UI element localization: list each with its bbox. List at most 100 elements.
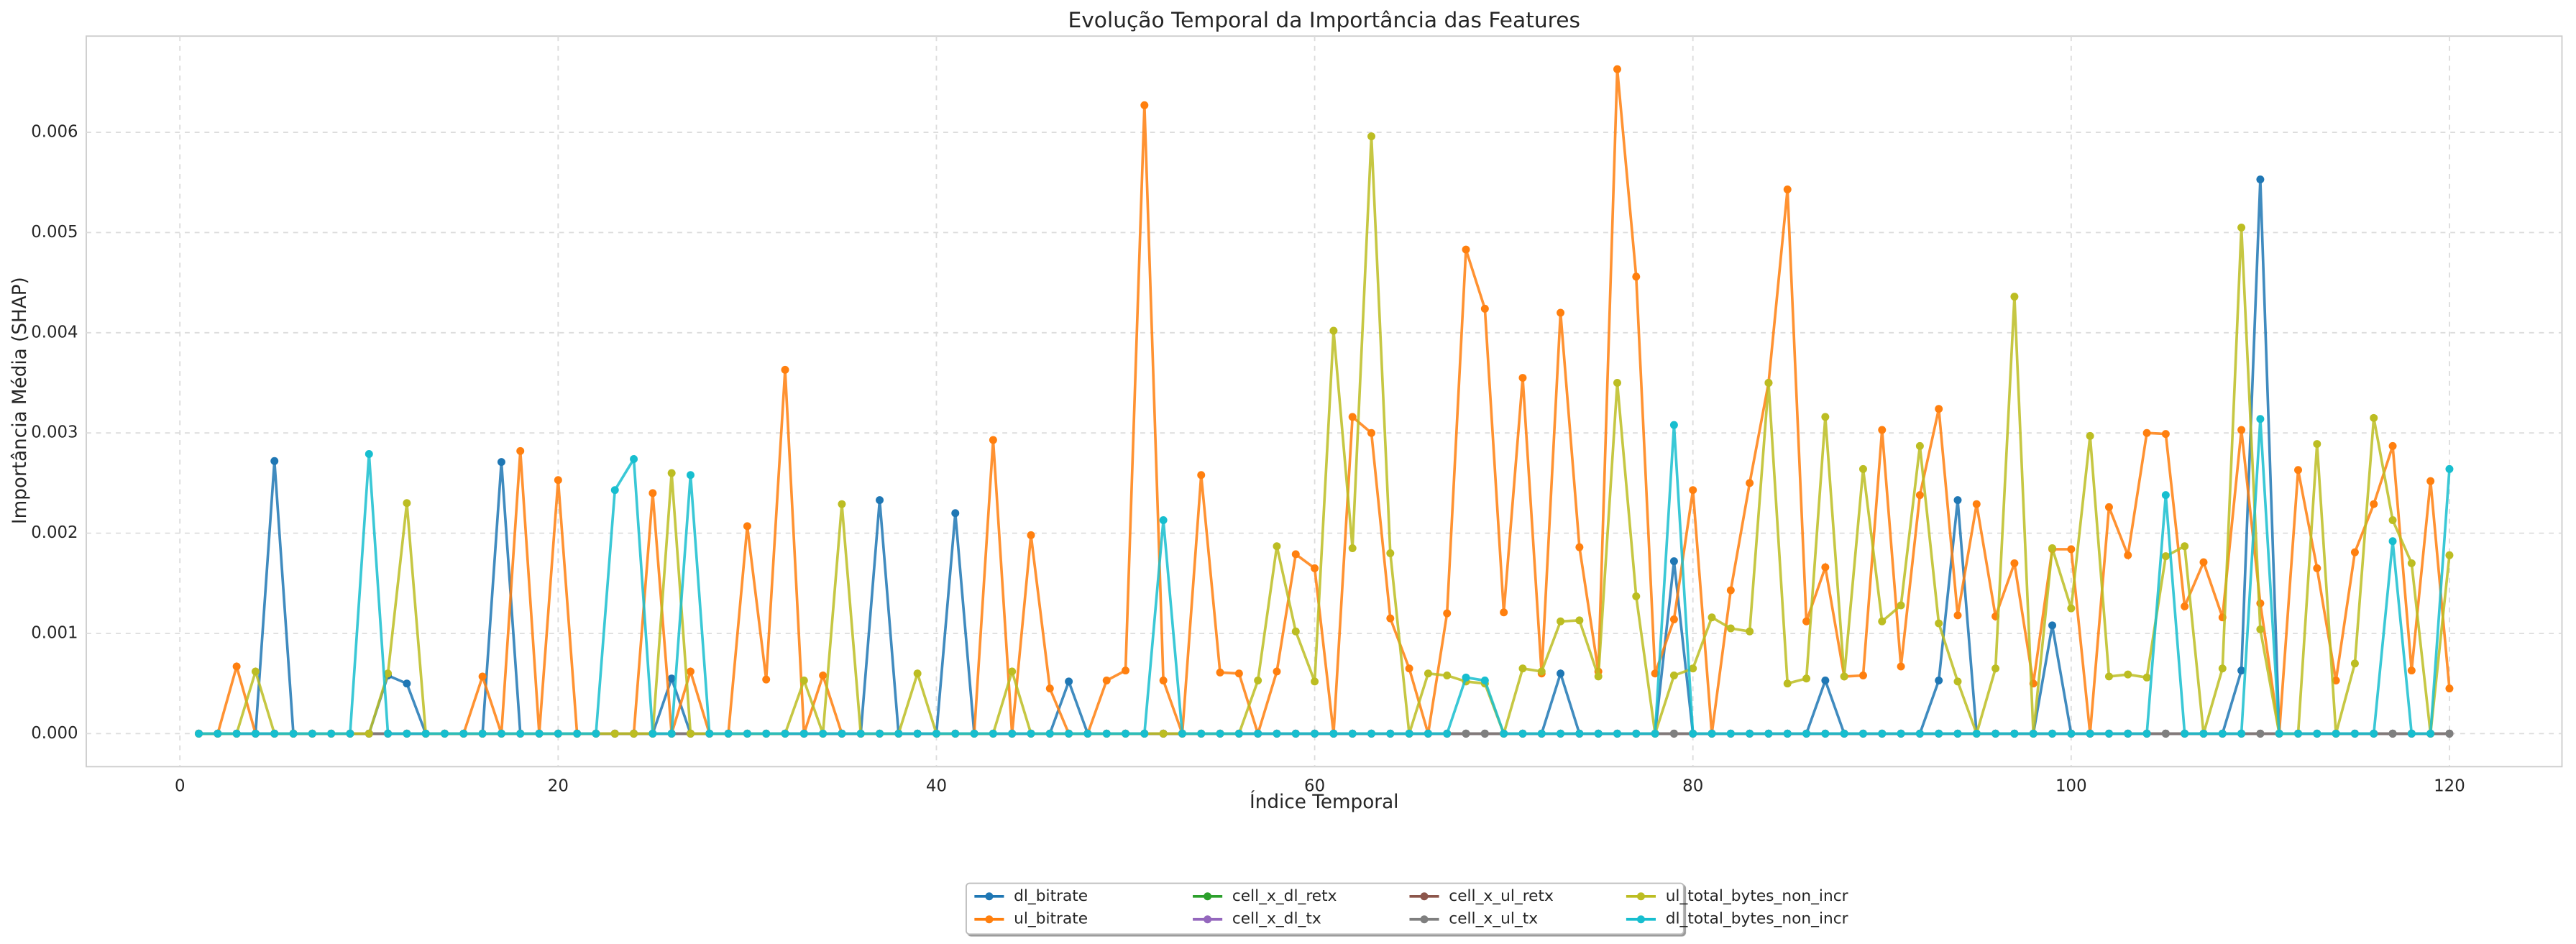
data-point (2161, 430, 2170, 439)
data-point (1651, 669, 1659, 678)
data-point (724, 729, 733, 738)
data-point (1348, 544, 1357, 552)
data-point (251, 667, 260, 676)
data-point (1291, 729, 1300, 738)
data-point (403, 499, 411, 508)
legend-marker (985, 915, 994, 924)
data-point (2445, 684, 2454, 693)
data-point (2029, 729, 2038, 738)
data-point (1480, 304, 1489, 313)
data-point (232, 729, 241, 738)
x-tick-label: 120 (2434, 776, 2465, 795)
data-point (799, 677, 808, 684)
data-point (2332, 729, 2340, 738)
data-point (1348, 413, 1357, 421)
data-point (554, 729, 562, 738)
data-point (2124, 670, 2132, 679)
data-point (478, 729, 487, 738)
legend-marker (1636, 915, 1645, 924)
data-point (1746, 729, 1754, 738)
data-point (989, 436, 997, 444)
data-point (1254, 677, 1262, 684)
data-point (1234, 669, 1243, 678)
data-point (2067, 604, 2076, 613)
data-point (686, 471, 695, 480)
data-point (2237, 729, 2246, 738)
data-point (1537, 667, 1546, 676)
x-tick-label: 100 (2055, 776, 2087, 795)
data-point (1424, 669, 1432, 678)
data-point (2370, 500, 2378, 508)
data-point (1802, 729, 1811, 738)
data-point (1083, 729, 1092, 738)
data-point (2237, 223, 2246, 232)
data-point (1462, 245, 1470, 254)
data-point (1613, 379, 1621, 388)
data-point (2294, 729, 2302, 738)
data-point (1234, 729, 1243, 738)
data-point (327, 729, 336, 738)
data-point (592, 729, 600, 738)
data-point (1669, 557, 1678, 566)
data-point (1613, 729, 1621, 738)
data-point (1443, 729, 1452, 738)
data-point (1480, 729, 1489, 738)
data-point (819, 672, 828, 680)
data-point (1329, 326, 1338, 335)
data-point (1878, 617, 1887, 625)
data-point (1821, 677, 1830, 684)
data-point (762, 675, 771, 684)
data-point (2124, 729, 2132, 738)
data-point (1254, 729, 1262, 738)
data-point (1783, 729, 1792, 738)
y-tick-label: 0.005 (31, 223, 78, 242)
x-tick-label: 60 (1304, 776, 1325, 795)
data-point (1953, 496, 1962, 505)
data-point (1273, 667, 1281, 676)
data-point (705, 729, 714, 738)
data-point (2407, 559, 2416, 567)
data-point (913, 669, 922, 678)
data-point (1178, 729, 1186, 738)
data-point (2142, 673, 2151, 682)
data-point (743, 522, 751, 531)
data-point (1708, 613, 1716, 622)
data-point (2048, 729, 2057, 738)
data-point (1689, 486, 1697, 495)
legend-marker (1204, 892, 1212, 901)
data-point (1557, 729, 1565, 738)
data-point (951, 729, 960, 738)
data-point (459, 729, 468, 738)
data-point (1935, 677, 1943, 684)
data-point (1518, 664, 1527, 673)
data-point (497, 458, 505, 467)
y-tick-label: 0.002 (31, 523, 78, 542)
legend (966, 882, 1685, 935)
data-point (1726, 729, 1735, 738)
data-point (2067, 729, 2076, 738)
data-point (667, 674, 676, 683)
data-point (1689, 664, 1697, 673)
data-point (346, 729, 354, 738)
data-point (1480, 677, 1489, 684)
data-point (1443, 609, 1452, 618)
data-point (1386, 614, 1395, 623)
data-point (1367, 729, 1375, 738)
data-point (1821, 563, 1830, 572)
data-point (1594, 672, 1603, 681)
data-point (2142, 729, 2151, 738)
data-point (630, 729, 638, 738)
data-point (686, 729, 695, 738)
legend-label: cell_x_dl_tx (1232, 910, 1321, 928)
data-point (2124, 551, 2132, 559)
data-point (1746, 479, 1754, 487)
data-point (2181, 729, 2189, 738)
legend-label: ul_total_bytes_non_incr (1666, 887, 1848, 905)
data-point (1708, 729, 1716, 738)
data-point (819, 729, 828, 738)
data-point (2048, 544, 2057, 552)
data-point (2388, 537, 2397, 546)
data-point (384, 669, 393, 678)
data-point (2313, 564, 2321, 572)
data-point (951, 509, 960, 518)
